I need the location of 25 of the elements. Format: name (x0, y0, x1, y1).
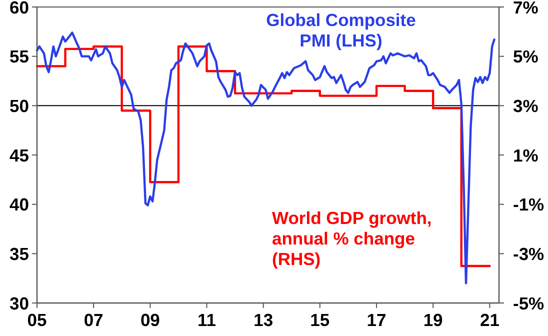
x-tick-label: 07 (84, 310, 104, 330)
x-tick-label: 05 (27, 310, 47, 330)
series-label: World GDP growth, annual % change (RHS) (272, 208, 432, 269)
x-tick-label: 09 (140, 310, 160, 330)
x-tick-label: 21 (480, 310, 500, 330)
y2-tick-label: -5% (513, 293, 545, 314)
y2-tick-label: -1% (513, 194, 545, 215)
x-tick-label: 15 (310, 310, 330, 330)
y2-tick-label: -3% (513, 244, 545, 264)
y-tick-label: 35 (10, 244, 30, 264)
y-tick-label: 50 (10, 96, 30, 116)
y2-tick-label: 5% (513, 46, 539, 67)
y2-tick-label: 1% (513, 145, 539, 166)
y2-tick-label: 7% (513, 0, 539, 18)
y-tick-label: 40 (10, 194, 30, 215)
y-tick-label: 60 (10, 0, 30, 18)
x-tick-label: 11 (197, 310, 216, 330)
series-label: Global Composite PMI (LHS) (266, 10, 416, 50)
y-tick-label: 45 (10, 145, 30, 166)
y-tick-label: 55 (10, 46, 30, 67)
y-tick-label: 30 (10, 293, 30, 314)
x-tick-label: 17 (366, 310, 386, 330)
y2-tick-label: 3% (513, 96, 539, 116)
x-tick-label: 19 (423, 310, 444, 330)
x-tick-label: 13 (254, 310, 274, 330)
